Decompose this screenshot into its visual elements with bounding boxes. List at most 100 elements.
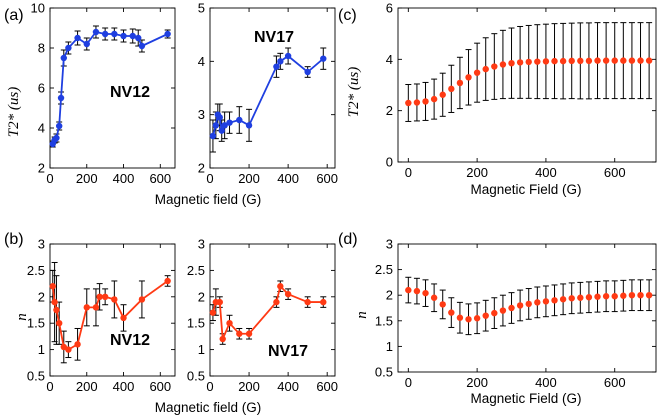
data-point bbox=[482, 65, 489, 73]
data-point bbox=[611, 293, 618, 300]
annotation-nv12-b: NV12 bbox=[110, 332, 150, 349]
data-point bbox=[542, 58, 550, 65]
data-point bbox=[226, 320, 233, 327]
annotation-nv12-a: NV12 bbox=[110, 84, 150, 101]
y-tick-label: 10 bbox=[31, 1, 45, 16]
data-point bbox=[111, 30, 118, 38]
panel-label-b: (b) bbox=[4, 231, 24, 248]
data-point bbox=[51, 298, 58, 306]
data-point bbox=[585, 57, 593, 65]
x-tick-label: 200 bbox=[238, 171, 260, 186]
y-tick-label: 2.5 bbox=[27, 263, 45, 278]
data-point bbox=[284, 290, 292, 298]
x-tick-label: 0 bbox=[46, 171, 53, 186]
data-point bbox=[645, 292, 653, 299]
data-point bbox=[284, 52, 292, 60]
x-axis-title-bottom-left: Magnetic field (G) bbox=[155, 400, 262, 415]
data-point bbox=[551, 297, 558, 304]
data-point bbox=[101, 293, 109, 300]
annotation-nv17-a: NV17 bbox=[254, 29, 294, 46]
data-point bbox=[236, 116, 243, 124]
data-point bbox=[273, 298, 280, 306]
y-tick-label: 3 bbox=[198, 237, 205, 252]
data-point bbox=[101, 30, 109, 38]
data-point bbox=[456, 79, 464, 87]
data-point bbox=[92, 304, 100, 311]
data-point bbox=[430, 294, 438, 301]
data-point bbox=[320, 55, 327, 62]
data-point bbox=[129, 32, 136, 40]
data-point bbox=[212, 122, 220, 129]
y-tick-label: 2.5 bbox=[187, 263, 205, 278]
data-point bbox=[74, 341, 81, 348]
x-tick-label: 0 bbox=[46, 379, 53, 394]
data-point bbox=[525, 58, 532, 66]
x-tick-label: 400 bbox=[535, 375, 557, 390]
chart-a1: 0 200 400 600 2 4 6 8 10 bbox=[31, 1, 176, 186]
data-point bbox=[577, 57, 584, 65]
y-tick-label: 5 bbox=[198, 1, 205, 16]
data-point bbox=[245, 330, 253, 337]
x-axis-title-d: Magnetic Field (G) bbox=[470, 391, 581, 406]
x-tick-label: 600 bbox=[149, 171, 171, 186]
data-point bbox=[111, 296, 118, 303]
data-point bbox=[482, 312, 489, 319]
y-tick-label: 2 bbox=[198, 161, 205, 176]
panel-label-d: (d) bbox=[338, 231, 358, 248]
data-point bbox=[164, 30, 171, 38]
y-tick-label: 1.5 bbox=[375, 313, 393, 328]
y-tick-label: 2 bbox=[38, 161, 45, 176]
data-point bbox=[277, 283, 284, 290]
data-point bbox=[405, 286, 412, 294]
data-point bbox=[637, 57, 644, 64]
data-point bbox=[534, 299, 541, 306]
x-tick-label: 200 bbox=[76, 379, 98, 394]
data-point bbox=[138, 296, 146, 303]
data-point bbox=[594, 293, 601, 300]
data-point bbox=[83, 304, 90, 311]
y-tick-label: 4 bbox=[198, 54, 205, 69]
x-tick-label: 200 bbox=[466, 165, 488, 180]
x-tick-label: 0 bbox=[405, 165, 412, 180]
data-point bbox=[585, 294, 593, 301]
data-point bbox=[236, 330, 243, 337]
data-point bbox=[568, 295, 575, 302]
x-tick-label: 400 bbox=[277, 171, 299, 186]
x-tick-label: 200 bbox=[466, 375, 488, 390]
data-point bbox=[83, 40, 90, 48]
plot-frame-d bbox=[397, 243, 657, 373]
x-tick-label: 400 bbox=[277, 379, 299, 394]
y-tick-label: 3 bbox=[386, 237, 393, 252]
y-tick-label: 2 bbox=[386, 288, 393, 303]
chart-b2: 0 200 400 600 0.5 1 1.5 2 2.5 3 bbox=[187, 237, 338, 395]
data-point bbox=[245, 122, 253, 129]
y-axis-title-a: T2* (us) bbox=[6, 87, 22, 137]
y-tick-label: 3 bbox=[198, 107, 205, 122]
x-tick-label: 600 bbox=[316, 171, 338, 186]
data-point bbox=[611, 57, 618, 64]
data-point bbox=[473, 315, 481, 322]
x-tick-label: 600 bbox=[316, 379, 338, 394]
annotation-nv17-b: NV17 bbox=[268, 343, 308, 360]
x-tick-label: 200 bbox=[76, 171, 98, 186]
data-point bbox=[277, 58, 284, 65]
x-tick-label: 0 bbox=[206, 379, 213, 394]
y-tick-label: 0.5 bbox=[27, 369, 45, 384]
data-point bbox=[525, 300, 532, 308]
y-tick-label: 2 bbox=[198, 289, 205, 304]
data-point bbox=[508, 304, 515, 312]
data-point bbox=[65, 346, 72, 353]
data-point bbox=[216, 114, 223, 121]
data-point bbox=[559, 57, 567, 65]
plot-frame-c bbox=[397, 7, 657, 163]
x-tick-label: 600 bbox=[149, 379, 171, 394]
y-tick-label: 1.5 bbox=[27, 316, 45, 331]
y-axis-title-c: T2* (us) bbox=[346, 67, 362, 117]
y-axis-title-d: n bbox=[354, 311, 370, 319]
data-point bbox=[304, 298, 311, 306]
data-point bbox=[439, 91, 446, 98]
y-tick-label: 6 bbox=[386, 1, 393, 16]
data-point bbox=[135, 34, 142, 42]
data-point bbox=[209, 309, 217, 316]
